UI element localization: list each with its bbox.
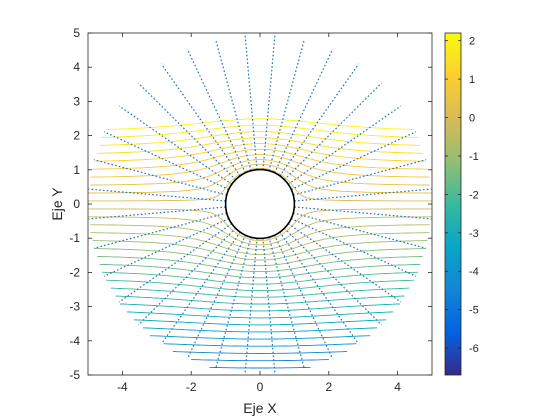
y-tick-label: 1: [73, 163, 80, 177]
contour-level-line: [88, 208, 432, 242]
colorbar-tick-label: -4: [469, 266, 479, 278]
x-tick-label: 2: [325, 380, 332, 394]
contour-level-line: [88, 216, 432, 246]
field-line: [290, 217, 417, 277]
colorbar-tick-label: 0: [469, 113, 475, 125]
colorbar-ticks: 2 1 0 -1 -2 -3 -4 -5 -6: [445, 36, 479, 355]
field-line: [283, 82, 383, 181]
field-line: [103, 131, 230, 191]
contour-level-line: [115, 295, 405, 305]
y-tick-label: 3: [73, 94, 80, 108]
colorbar-tick-label: -6: [469, 343, 479, 355]
y-axis-label: Eje Y: [49, 187, 65, 221]
y-tick-label: 2: [73, 129, 80, 143]
contour-level-line: [94, 143, 426, 162]
y-tick-label: -4: [69, 334, 80, 348]
field-line: [160, 63, 241, 177]
y-tick-label: -1: [69, 231, 80, 245]
field-line: [290, 131, 417, 191]
y-axis-ticks: -5 -4 -3 -2 -1 0 1 2 3 4 5: [69, 26, 432, 382]
field-line: [160, 231, 241, 345]
y-tick-label: -2: [69, 265, 80, 279]
contour-level-line: [133, 319, 387, 326]
field-line: [88, 188, 226, 202]
contour-level-line: [163, 343, 357, 347]
field-line: [293, 159, 427, 196]
field-line: [93, 159, 227, 196]
contour-level-line: [149, 335, 371, 340]
y-tick-label: 5: [73, 26, 80, 40]
x-tick-label: -2: [186, 380, 197, 394]
field-line: [294, 206, 432, 220]
field-lines: [88, 33, 432, 375]
contour-level-line: [191, 359, 329, 362]
x-axis-ticks: -4 -2 0 2 4: [117, 33, 401, 394]
y-tick-label: -5: [69, 368, 80, 382]
contour-level-line: [97, 255, 423, 273]
field-line: [214, 38, 252, 172]
colorbar-tick-label: 2: [469, 36, 475, 48]
field-line: [103, 217, 230, 277]
field-line: [279, 63, 360, 177]
y-tick-label: 0: [73, 197, 80, 211]
field-line: [273, 234, 334, 360]
field-line: [137, 82, 237, 181]
field-line: [287, 223, 402, 303]
y-tick-label: -3: [69, 300, 80, 314]
contour-level-line: [101, 124, 419, 138]
field-line: [118, 223, 233, 303]
x-axis-label: Eje X: [243, 400, 277, 416]
field-line: [93, 212, 227, 249]
contour-level-line: [99, 263, 421, 279]
x-tick-label: -4: [117, 380, 128, 394]
contour-level-line: [90, 232, 430, 256]
field-line: [186, 234, 247, 360]
field-line: [293, 212, 427, 249]
contour-level-line: [120, 303, 400, 312]
field-line: [118, 105, 233, 185]
contour-level-line: [88, 163, 432, 194]
colorbar-gradient: [444, 32, 462, 376]
contour-level-line: [142, 327, 378, 333]
field-line: [268, 38, 306, 172]
contour-level-line: [126, 311, 394, 319]
colorbar-tick-label: 1: [469, 74, 475, 86]
colorbar: 2 1 0 -1 -2 -3 -4 -5 -6: [444, 32, 479, 376]
colorbar-tick-label: -1: [469, 151, 479, 163]
contour-level-line: [88, 167, 432, 202]
contour-level-line: [97, 137, 423, 154]
field-line: [214, 236, 252, 370]
contour-level-line: [209, 366, 311, 369]
field-line: [273, 48, 334, 174]
field-line: [186, 48, 247, 174]
x-tick-label: 0: [257, 380, 264, 394]
field-line: [283, 227, 383, 326]
contour-level-line: [90, 159, 430, 186]
field-line: [294, 188, 432, 202]
field-line: [268, 236, 306, 370]
obstacle-circle: [224, 168, 296, 240]
field-line: [88, 206, 226, 220]
field-line: [279, 231, 360, 345]
colorbar-tick-label: -2: [469, 189, 479, 201]
contour-level-line: [172, 351, 348, 354]
colorbar-tick-label: -5: [469, 305, 479, 317]
contour-level-line: [101, 271, 419, 285]
field-line: [137, 227, 237, 326]
y-tick-label: 4: [73, 60, 80, 74]
contour-level-line: [99, 131, 421, 146]
colorbar-tick-label: -3: [469, 228, 479, 240]
x-tick-label: 4: [394, 380, 401, 394]
field-line: [287, 105, 402, 185]
